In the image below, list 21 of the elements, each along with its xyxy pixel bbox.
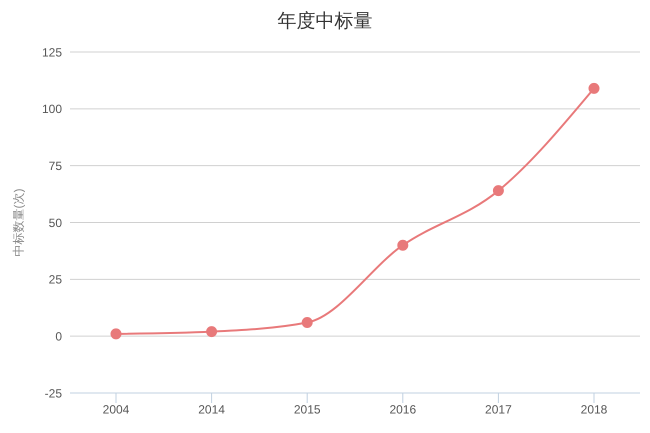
point bbox=[110, 328, 122, 340]
x-tick-label: 2004 bbox=[102, 402, 130, 417]
chart-title: 年度中标量 bbox=[276, 10, 374, 34]
y-tick-label: 0 bbox=[55, 329, 62, 344]
y-axis-title: 中标数量(次) bbox=[11, 188, 26, 256]
point bbox=[588, 82, 600, 94]
point bbox=[302, 317, 313, 328]
x-tick-label: 2014 bbox=[198, 402, 226, 417]
point bbox=[492, 185, 504, 196]
y-tick-label: 50 bbox=[48, 216, 62, 230]
point bbox=[397, 240, 408, 251]
point bbox=[206, 326, 218, 338]
y-tick-label: 25 bbox=[48, 272, 62, 287]
x-tick-label: 2016 bbox=[389, 402, 416, 417]
x-tick-label: 2018 bbox=[580, 402, 608, 417]
x-tick-label: 2017 bbox=[485, 402, 512, 417]
y-tick-label: 75 bbox=[48, 158, 62, 173]
y-tick-label: 100 bbox=[42, 102, 62, 116]
y-tick-label: 125 bbox=[42, 45, 62, 60]
x-tick-label: 2015 bbox=[294, 402, 321, 417]
y-tick-label: -25 bbox=[44, 386, 62, 400]
